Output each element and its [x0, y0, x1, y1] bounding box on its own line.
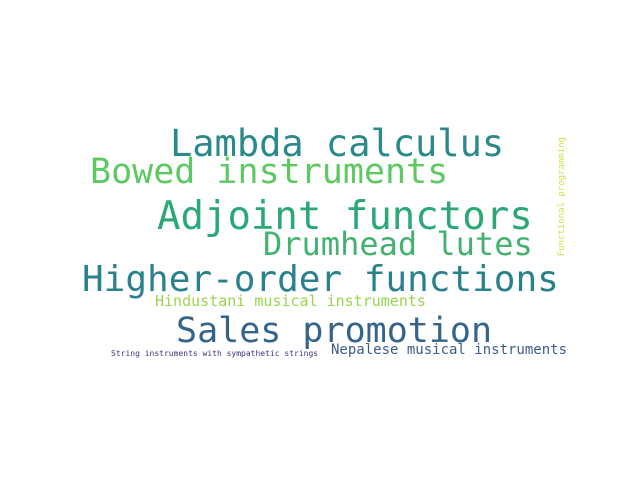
word-nepalese-musical-instruments: Nepalese musical instruments	[331, 342, 568, 358]
word-bowed-instruments: Bowed instruments	[90, 152, 449, 192]
word-sales-promotion: Sales promotion	[176, 311, 493, 351]
word-adjoint-functors: Adjoint functors	[157, 194, 533, 239]
word-hindustani-musical-instruments: Hindustani musical instruments	[155, 292, 426, 310]
word-string-instruments-sympathetic: String instruments with sympathetic stri…	[111, 349, 319, 358]
word-higher-order-functions: Higher-order functions	[82, 259, 559, 300]
word-drumhead-lutes: Drumhead lutes	[263, 225, 533, 263]
word-functional-programming: Functional programming	[557, 137, 567, 257]
word-lambda-calculus: Lambda calculus	[170, 122, 505, 165]
